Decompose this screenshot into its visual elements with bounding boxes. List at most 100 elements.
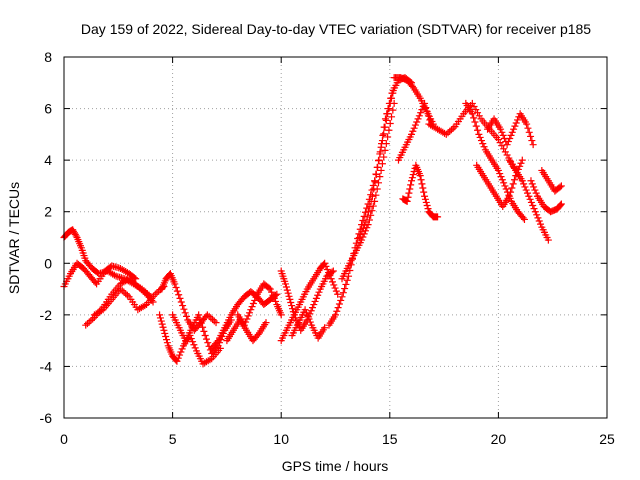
data-point — [176, 294, 184, 302]
data-point — [385, 99, 393, 107]
data-point — [341, 285, 349, 293]
data-point — [355, 234, 363, 241]
data-point — [411, 121, 419, 129]
data-point — [501, 148, 509, 156]
data-point — [311, 297, 319, 305]
series-arc-22 — [473, 156, 526, 211]
data-point — [403, 197, 411, 205]
data-point — [408, 130, 416, 138]
data-point — [534, 214, 542, 222]
data-point — [447, 126, 455, 134]
data-point — [479, 140, 487, 148]
data-point — [472, 122, 480, 130]
data-point — [537, 220, 545, 228]
x-tick-label: 5 — [169, 431, 177, 447]
data-point — [305, 315, 313, 323]
data-point — [556, 183, 564, 191]
data-point — [507, 131, 515, 139]
data-point — [386, 120, 394, 128]
data-point — [382, 116, 390, 124]
data-point — [248, 303, 256, 311]
data-point — [557, 200, 565, 208]
data-point — [367, 197, 375, 205]
series-arc-13 — [288, 306, 329, 342]
data-point — [389, 106, 397, 114]
data-point — [372, 171, 380, 179]
data-point — [202, 335, 210, 343]
data-point — [444, 129, 452, 137]
data-point — [122, 290, 130, 298]
data-point — [210, 317, 218, 325]
data-point — [371, 178, 379, 186]
data-point — [195, 311, 203, 319]
data-point — [163, 336, 171, 344]
series-arc-23 — [484, 110, 537, 149]
data-point — [544, 236, 552, 244]
data-point — [365, 208, 373, 216]
data-point — [532, 189, 540, 197]
data-point — [285, 292, 293, 300]
data-point — [519, 214, 527, 222]
data-points — [60, 74, 565, 368]
x-axis-label: GPS time / hours — [282, 458, 389, 474]
data-point — [424, 205, 432, 213]
data-point — [388, 113, 396, 121]
data-point — [282, 283, 290, 291]
data-point — [474, 126, 482, 134]
data-point — [526, 195, 534, 203]
data-point — [304, 312, 312, 320]
y-tick-label: 6 — [44, 101, 52, 117]
data-point — [243, 315, 251, 323]
data-point — [503, 141, 511, 149]
series-arc-11 — [277, 267, 337, 334]
data-point — [321, 259, 329, 267]
data-point — [494, 166, 502, 174]
data-point — [173, 287, 181, 295]
data-point — [530, 183, 538, 191]
y-tick-label: -6 — [40, 410, 53, 426]
data-point — [157, 317, 165, 325]
data-point — [273, 290, 281, 298]
series-arc-21 — [462, 99, 528, 223]
data-point — [381, 115, 389, 123]
series-arc-18 — [394, 99, 435, 164]
data-point — [315, 288, 323, 296]
data-point — [528, 180, 536, 188]
data-point — [407, 181, 415, 189]
data-point — [91, 278, 99, 286]
data-point — [362, 218, 370, 226]
x-tick-label: 20 — [491, 431, 507, 447]
data-point — [177, 348, 185, 356]
data-point — [361, 221, 369, 229]
data-point — [363, 213, 371, 221]
data-point — [500, 145, 508, 153]
data-point — [477, 137, 485, 145]
data-point — [323, 265, 331, 273]
data-point — [476, 133, 484, 141]
data-point — [508, 128, 516, 136]
data-point — [421, 192, 429, 200]
data-point — [177, 298, 185, 306]
data-point — [375, 179, 383, 187]
data-point — [535, 217, 543, 225]
data-point — [531, 208, 539, 216]
data-point — [72, 232, 80, 240]
data-point — [408, 82, 416, 90]
data-point — [426, 116, 434, 124]
data-point — [252, 293, 260, 301]
data-point — [449, 124, 457, 132]
data-point — [308, 304, 316, 312]
data-point — [423, 202, 431, 210]
data-point — [524, 189, 532, 197]
data-point — [380, 123, 388, 131]
series-arc-6 — [158, 270, 220, 334]
y-tick-label: 8 — [44, 49, 52, 65]
x-tick-labels: 0 5 10 15 20 25 — [60, 431, 615, 447]
y-tick-label: -4 — [40, 358, 53, 374]
data-point — [418, 180, 426, 188]
data-point — [244, 312, 252, 320]
data-point — [501, 182, 509, 190]
data-point — [375, 156, 383, 164]
data-point — [190, 341, 198, 349]
data-point — [189, 338, 197, 346]
